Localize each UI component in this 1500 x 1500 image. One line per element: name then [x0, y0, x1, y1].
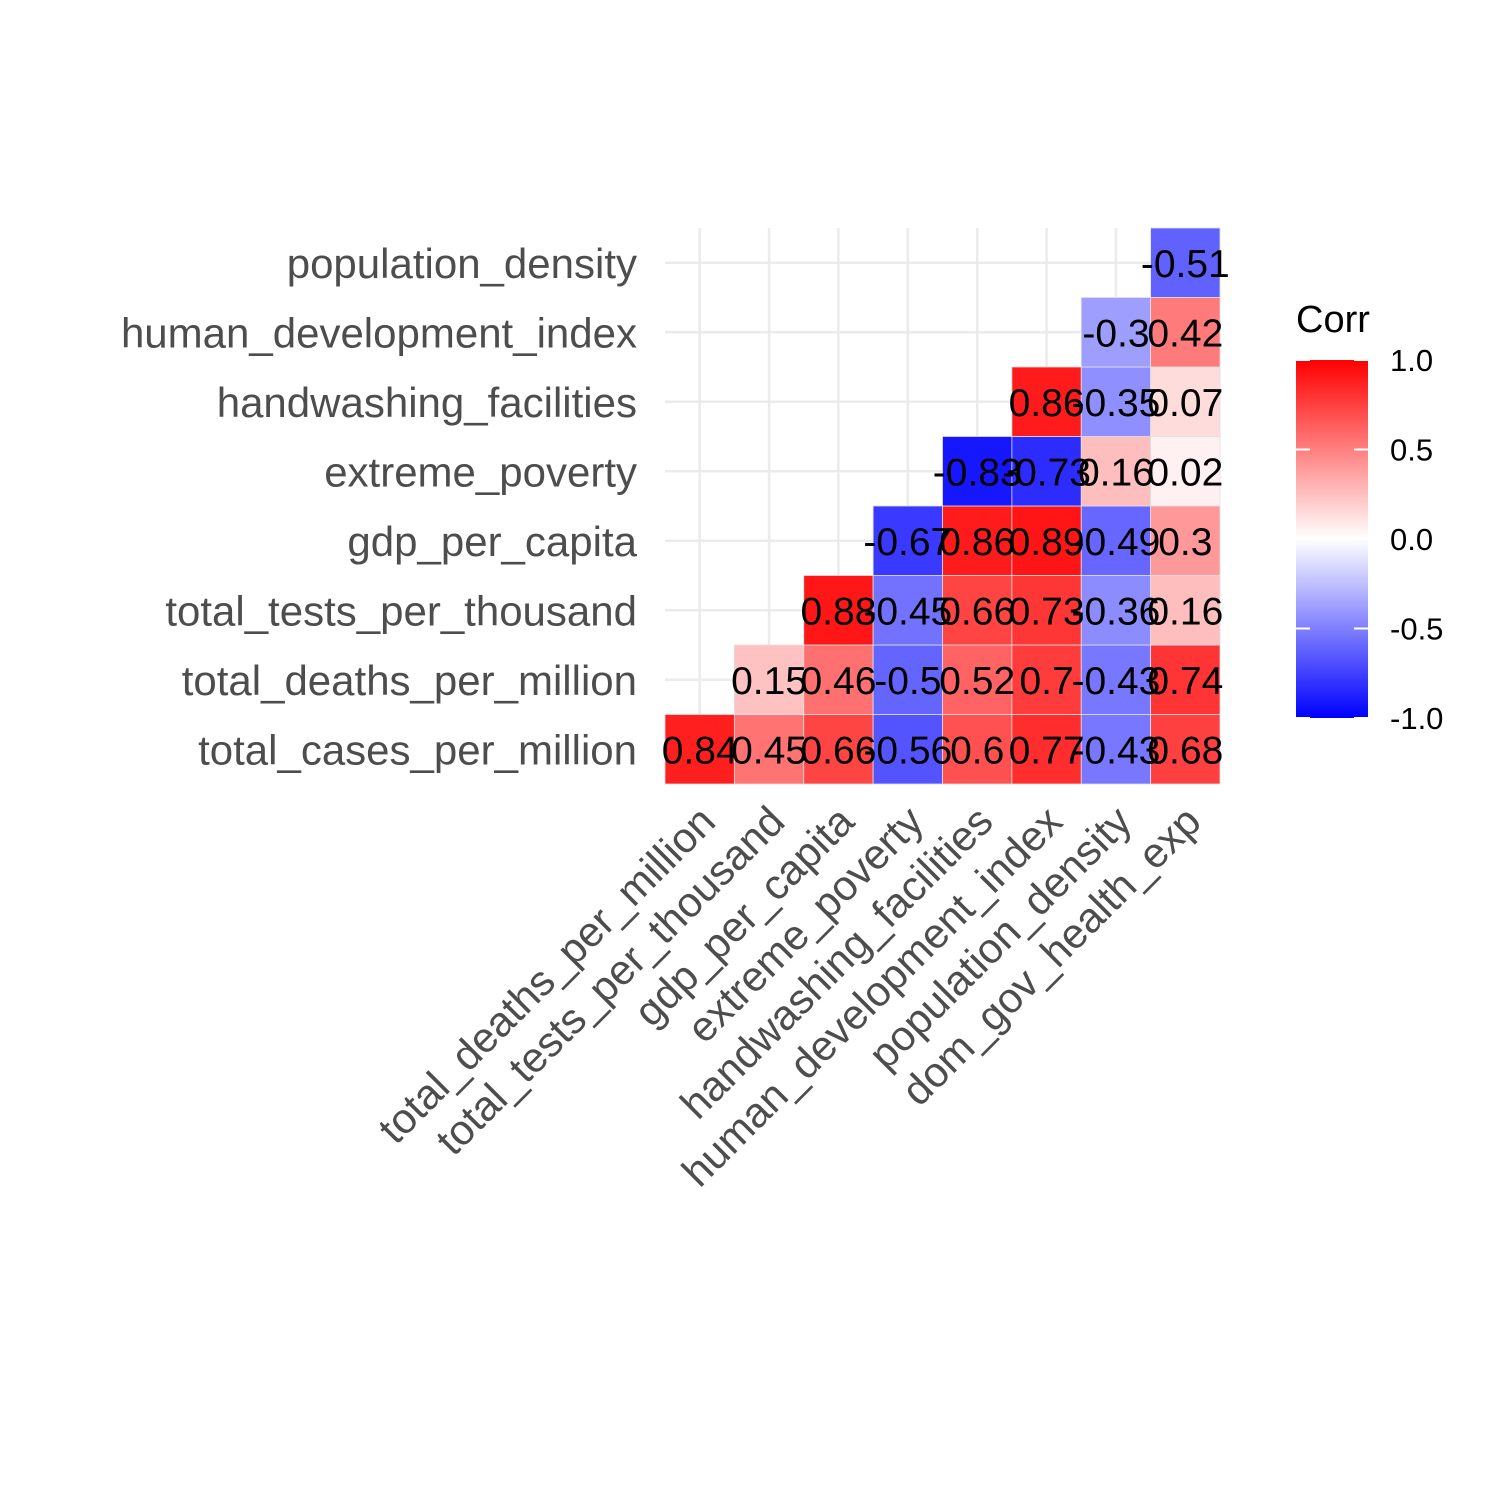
legend-tick-label: 1.0 — [1390, 343, 1433, 378]
cell-value-label: -0.51 — [1141, 243, 1230, 286]
legend-tick-label: -0.5 — [1390, 612, 1443, 647]
cell-value-label: 0.66 — [939, 590, 1015, 633]
cell-value-label: 0.88 — [800, 590, 876, 633]
cell-value-label: -0.43 — [1071, 729, 1160, 772]
heatmap-cell — [872, 575, 943, 646]
heatmap-cell — [1150, 436, 1221, 507]
cell-value-label: 0.89 — [1009, 521, 1085, 564]
cell-value-label: -0.45 — [863, 590, 952, 633]
heatmap-cell — [1150, 644, 1221, 715]
heatmap-cell — [1080, 644, 1152, 715]
cell-value-label: -0.83 — [933, 451, 1022, 494]
legend-tick-label: -1.0 — [1390, 701, 1443, 736]
cell-value-label: 0.73 — [1009, 590, 1085, 633]
cell-value-label: 0.16 — [1078, 451, 1154, 494]
cell-value-label: -0.73 — [1002, 451, 1091, 494]
heatmap-cell — [1080, 297, 1152, 368]
cell-value-label: 0.86 — [1009, 382, 1085, 425]
cell-value-label: 0.6 — [950, 729, 1004, 772]
heatmap-cell — [803, 644, 874, 715]
y-tick-label-extreme-poverty: extreme_poverty — [324, 448, 637, 495]
cell-value-label: 0.66 — [800, 729, 876, 772]
heatmap-cell — [872, 714, 943, 785]
heatmap-cell — [942, 436, 1013, 507]
heatmap-cell — [733, 644, 805, 715]
heatmap-cell — [1150, 505, 1221, 576]
y-tick-label-handwashing-facilities: handwashing_facilities — [217, 379, 637, 426]
cell-value-label: -0.5 — [874, 660, 941, 703]
heatmap-cell — [942, 505, 1013, 576]
y-tick-label-total-cases-per-million: total_cases_per_million — [198, 726, 637, 773]
cell-value-label: 0.3 — [1158, 521, 1212, 564]
heatmap-cell — [872, 505, 943, 576]
y-tick-label-gdp-per-capita: gdp_per_capita — [347, 518, 637, 565]
heatmap-cell — [1011, 575, 1082, 646]
cell-value-label: 0.46 — [800, 660, 876, 703]
heatmap-cell — [1150, 227, 1221, 298]
cell-value-label: 0.07 — [1147, 382, 1223, 425]
heatmap-cell — [1011, 436, 1082, 507]
heatmap-cell — [1150, 297, 1221, 368]
cell-value-label: 0.77 — [1009, 729, 1085, 772]
heatmap-cell — [1011, 714, 1082, 785]
heatmap-cell — [1080, 366, 1152, 437]
legend-title: Corr — [1296, 299, 1370, 341]
heatmap-cell — [803, 575, 874, 646]
y-tick-label-population-density: population_density — [287, 240, 637, 287]
heatmap-cell — [1150, 575, 1221, 646]
cell-value-label: 0.02 — [1147, 451, 1223, 494]
heatmap-cell — [733, 714, 805, 785]
heatmap-cell — [1080, 714, 1152, 785]
heatmap-cell — [803, 714, 874, 785]
cell-value-label: 0.45 — [731, 729, 807, 772]
cell-value-label: -0.67 — [863, 521, 952, 564]
cell-value-label: 0.86 — [939, 521, 1015, 564]
cell-value-label: 0.68 — [1147, 729, 1223, 772]
legend-tick-label: 0.0 — [1390, 522, 1433, 557]
cell-value-label: 0.84 — [662, 729, 738, 772]
cell-value-label: -0.56 — [863, 729, 952, 772]
cell-value-label: -0.36 — [1071, 590, 1160, 633]
y-axis-tick-labels: total_cases_per_million total_deaths_per_… — [121, 240, 638, 774]
heatmap-cell — [1011, 644, 1082, 715]
heatmap-cell — [872, 644, 943, 715]
cell-value-labels: 0.840.450.66-0.560.6 0.77-0.430.680.150.4… — [662, 243, 1230, 773]
y-tick-label-total-deaths-per-million: total_deaths_per_million — [182, 657, 637, 704]
heatmap-cell — [942, 714, 1013, 785]
cell-value-label: 0.16 — [1147, 590, 1223, 633]
cell-value-label: 0.7 — [1019, 660, 1073, 703]
x-axis-tick-labels: total_deaths_per_milliontotal_tests_per_… — [369, 797, 1210, 1196]
heatmap-cells — [664, 227, 1221, 785]
legend-tick-label: 0.5 — [1390, 433, 1433, 468]
cell-value-label: 0.15 — [731, 660, 807, 703]
cell-value-label: -0.35 — [1071, 382, 1160, 425]
color-legend: Corr 1.0 0.5 0.0 -0.5 -1.0 — [1296, 299, 1443, 736]
cell-value-label: -0.3 — [1082, 312, 1149, 355]
heatmap-cell — [1080, 575, 1152, 646]
cell-value-label: 0.52 — [939, 660, 1015, 703]
cell-value-label: 0.74 — [1147, 660, 1223, 703]
heatmap-cell — [664, 714, 735, 785]
y-tick-label-total-tests-per-thousand: total_tests_per_thousand — [165, 587, 637, 634]
heatmap-cell — [1150, 714, 1221, 785]
cell-value-label: -0.43 — [1071, 660, 1160, 703]
cell-value-label: 0.42 — [1147, 312, 1223, 355]
cell-value-label: -0.49 — [1071, 521, 1160, 564]
heatmap-cell — [942, 644, 1013, 715]
y-tick-label-human-development-index: human_development_index — [121, 309, 637, 356]
